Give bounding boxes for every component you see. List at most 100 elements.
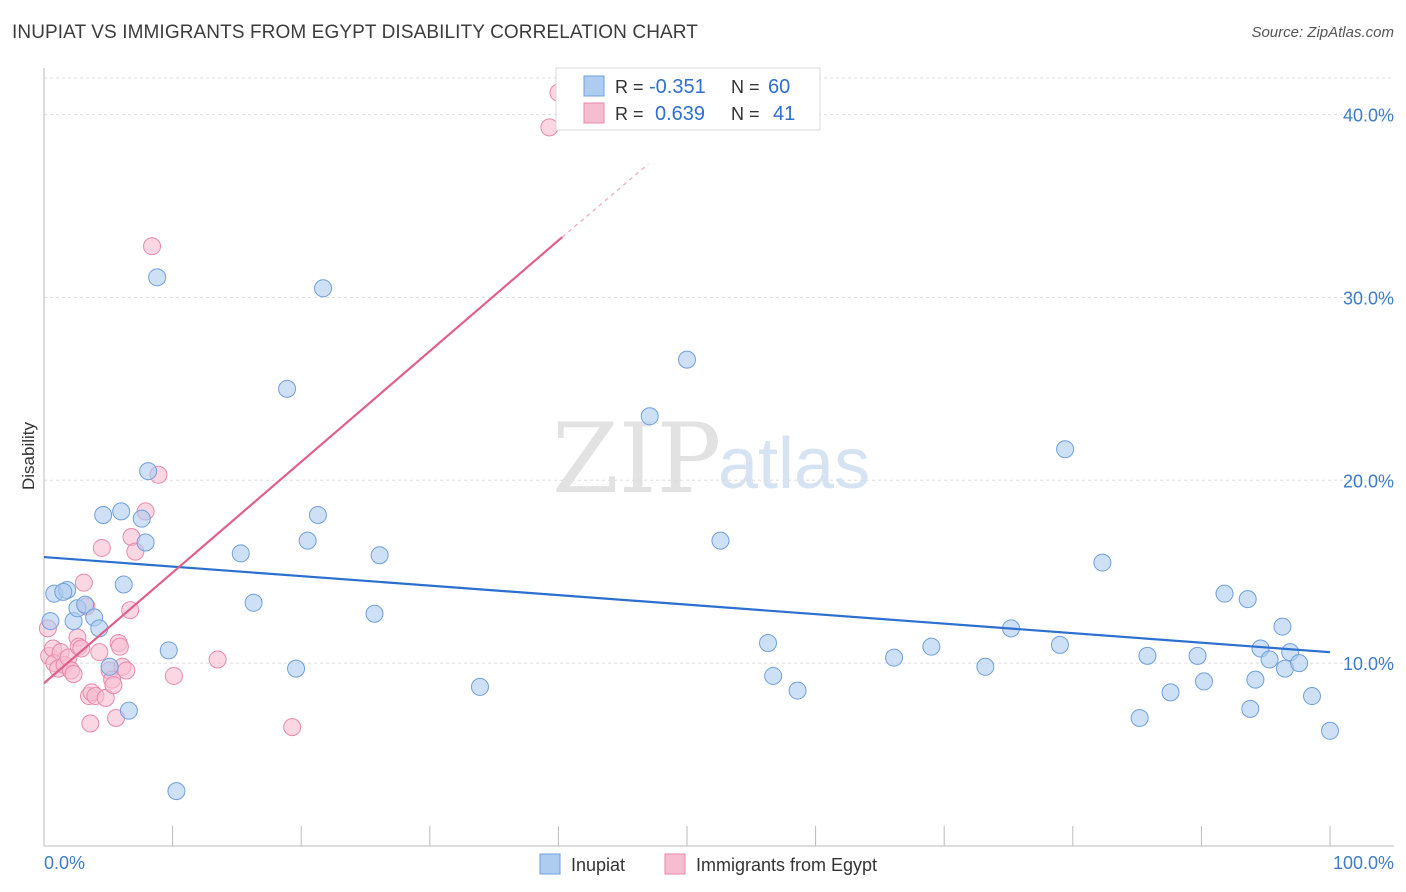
inupiat-point: [1194, 672, 1213, 691]
grid-lines: [44, 77, 1394, 664]
inupiat-point: [314, 279, 333, 298]
inupiat-trend-line: [43, 555, 1331, 654]
inupiat-point: [711, 531, 730, 550]
inupiat-point: [470, 677, 489, 696]
inupiat-point: [1246, 670, 1265, 689]
inupiat-point: [885, 648, 904, 667]
egypt-point: [64, 665, 83, 684]
inupiat-point: [759, 634, 778, 653]
y-tick-label: 10.0%: [1343, 654, 1394, 674]
inupiat-point: [94, 506, 113, 525]
inupiat-point: [1093, 553, 1112, 572]
legend-bottom: Inupiat Immigrants from Egypt: [539, 853, 877, 875]
egypt-point: [74, 573, 93, 592]
legend-r-label-1: R =: [615, 77, 644, 97]
legend-n-label-2: N =: [731, 104, 760, 124]
x-tick-label-min: 0.0%: [44, 853, 85, 873]
inupiat-point: [159, 641, 178, 660]
inupiat-point: [1238, 590, 1257, 609]
inupiat-point: [112, 502, 131, 521]
inupiat-point: [244, 593, 263, 612]
egypt-trend-extension: [561, 163, 649, 238]
legend-bottom-swatch-egypt: [664, 853, 686, 875]
inupiat-point: [976, 657, 995, 676]
inupiat-point: [922, 637, 941, 656]
y-tick-label: 20.0%: [1343, 471, 1394, 491]
inupiat-point: [370, 546, 389, 565]
egypt-point: [208, 650, 227, 669]
egypt-point: [143, 237, 162, 256]
inupiat-point: [76, 595, 95, 614]
y-tick-label: 40.0%: [1343, 106, 1394, 126]
inupiat-point: [132, 509, 151, 528]
egypt-point: [164, 666, 183, 685]
inupiat-point: [365, 604, 384, 623]
inupiat-point: [1260, 650, 1279, 669]
inupiat-point: [764, 666, 783, 685]
inupiat-point: [167, 782, 186, 801]
legend-n-value-2: 41: [773, 103, 795, 125]
inupiat-point: [1161, 683, 1180, 702]
legend-r-value-2: 0.639: [655, 103, 705, 125]
egypt-point: [117, 661, 136, 680]
egypt-point: [72, 639, 91, 658]
series-inupiat-points: [41, 268, 1339, 801]
inupiat-point: [1321, 721, 1339, 740]
inupiat-point: [1188, 646, 1207, 665]
inupiat-point: [287, 659, 306, 678]
inupiat-point: [308, 506, 327, 525]
legend-swatch-inupiat: [583, 75, 605, 97]
legend-n-value-1: 60: [768, 76, 790, 98]
legend-bottom-swatch-inupiat: [539, 853, 561, 875]
egypt-point: [283, 718, 302, 737]
legend-top: R = -0.351 N = 60 R = 0.639 N = 41: [555, 67, 821, 131]
inupiat-point: [298, 531, 317, 550]
inupiat-point: [1302, 687, 1321, 706]
trend-lines: [43, 163, 1331, 685]
inupiat-point: [1241, 699, 1260, 718]
inupiat-point: [119, 701, 138, 720]
y-axis-label: Disability: [19, 421, 38, 490]
watermark-atlas: atlas: [718, 424, 870, 504]
source-label: Source: ZipAtlas.com: [1251, 24, 1394, 41]
egypt-point: [104, 676, 123, 695]
egypt-point: [81, 714, 100, 733]
inupiat-point: [1290, 654, 1309, 673]
egypt-point: [540, 118, 559, 137]
inupiat-point: [678, 350, 696, 369]
egypt-point: [90, 643, 109, 662]
egypt-point: [110, 637, 129, 656]
egypt-trend-line: [43, 236, 563, 685]
inupiat-point: [1273, 617, 1292, 636]
y-tick-label: 30.0%: [1343, 288, 1394, 308]
series-egypt-points: [38, 83, 568, 737]
x-axis-ticks: [43, 826, 1331, 846]
inupiat-point: [231, 544, 250, 563]
inupiat-point: [788, 681, 807, 700]
inupiat-point: [54, 582, 73, 601]
inupiat-point: [136, 533, 155, 552]
inupiat-point: [139, 462, 158, 481]
legend-bottom-label-inupiat: Inupiat: [571, 855, 625, 875]
inupiat-point: [1050, 635, 1069, 654]
inupiat-point: [100, 657, 119, 676]
legend-n-label-1: N =: [731, 77, 760, 97]
legend-r-value-1: -0.351: [649, 76, 706, 98]
inupiat-point: [41, 612, 60, 631]
inupiat-point: [148, 268, 167, 287]
inupiat-point: [114, 575, 133, 594]
egypt-point: [92, 538, 111, 557]
x-tick-label-max: 100.0%: [1333, 853, 1394, 873]
legend-swatch-egypt: [583, 102, 605, 124]
inupiat-point: [1215, 584, 1234, 603]
inupiat-point: [1130, 709, 1149, 727]
inupiat-point: [1056, 440, 1075, 459]
legend-bottom-label-egypt: Immigrants from Egypt: [696, 855, 877, 875]
legend-r-label-2: R =: [615, 104, 644, 124]
inupiat-point: [1138, 646, 1157, 665]
inupiat-point: [278, 379, 297, 398]
inupiat-point: [640, 407, 659, 426]
y-tick-labels: 10.0% 20.0% 30.0% 40.0%: [1343, 106, 1394, 675]
chart-title: INUPIAT VS IMMIGRANTS FROM EGYPT DISABIL…: [12, 22, 698, 43]
